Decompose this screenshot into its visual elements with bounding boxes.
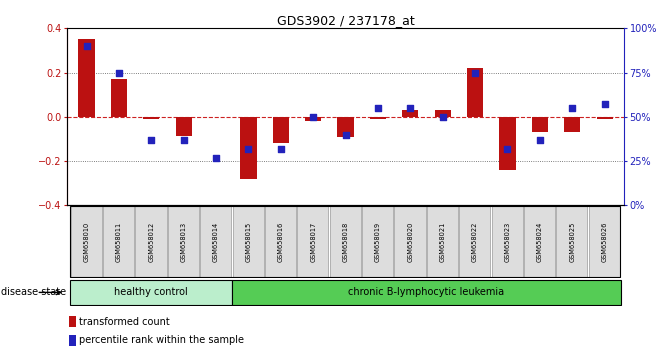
Point [178, 137, 189, 143]
Bar [111, 79, 127, 117]
Point [243, 146, 254, 152]
Bar [272, 117, 289, 143]
Text: GSM658012: GSM658012 [148, 222, 154, 262]
Point [535, 137, 546, 143]
Text: GSM658021: GSM658021 [440, 222, 446, 262]
Text: GSM658015: GSM658015 [246, 222, 252, 262]
Text: GSM658023: GSM658023 [505, 222, 511, 262]
Text: GSM658018: GSM658018 [343, 222, 348, 262]
Point [470, 70, 480, 75]
Point [372, 105, 383, 111]
Bar [240, 117, 256, 179]
Bar [597, 117, 613, 119]
Text: GSM658017: GSM658017 [310, 222, 316, 262]
Point [146, 137, 156, 143]
Bar [233, 206, 264, 277]
Bar [524, 206, 555, 277]
Bar [402, 110, 419, 117]
Text: disease state: disease state [1, 287, 66, 297]
Point [405, 105, 416, 111]
Point [81, 43, 92, 49]
Text: GSM658011: GSM658011 [116, 222, 122, 262]
Text: GSM658016: GSM658016 [278, 222, 284, 262]
Text: percentile rank within the sample: percentile rank within the sample [79, 335, 244, 346]
Text: healthy control: healthy control [115, 287, 188, 297]
Point [113, 70, 124, 75]
Bar [588, 206, 620, 277]
Bar [297, 206, 328, 277]
Text: GSM658026: GSM658026 [602, 221, 608, 262]
Bar [136, 206, 166, 277]
Point [275, 146, 286, 152]
Text: GSM658019: GSM658019 [375, 222, 381, 262]
Bar [68, 316, 76, 327]
Title: GDS3902 / 237178_at: GDS3902 / 237178_at [276, 14, 415, 27]
Bar [329, 206, 361, 277]
Point [502, 146, 513, 152]
Bar [168, 206, 199, 277]
Text: transformed count: transformed count [79, 316, 170, 327]
Text: chronic B-lymphocytic leukemia: chronic B-lymphocytic leukemia [348, 287, 505, 297]
Point [567, 105, 578, 111]
Bar [68, 335, 76, 346]
Bar [103, 206, 134, 277]
Point [437, 114, 448, 120]
Bar [305, 117, 321, 121]
Text: GSM658022: GSM658022 [472, 221, 478, 262]
Bar [200, 206, 231, 277]
Bar [232, 280, 621, 305]
Point [308, 114, 319, 120]
Bar [79, 39, 95, 117]
Bar [499, 117, 515, 170]
Bar [362, 206, 393, 277]
Bar [176, 117, 192, 136]
Bar [395, 206, 425, 277]
Bar [531, 117, 548, 132]
Text: GSM658010: GSM658010 [83, 222, 89, 262]
Text: GSM658020: GSM658020 [407, 221, 413, 262]
Bar [556, 206, 587, 277]
Bar [459, 206, 491, 277]
Bar [427, 206, 458, 277]
Bar [492, 206, 523, 277]
Bar [370, 117, 386, 119]
Text: GSM658025: GSM658025 [569, 221, 575, 262]
Bar [564, 117, 580, 132]
Bar [435, 110, 451, 117]
Point [211, 155, 221, 160]
Point [599, 102, 610, 107]
Bar [467, 68, 483, 117]
Bar [70, 206, 102, 277]
Text: GSM658024: GSM658024 [537, 221, 543, 262]
Text: GSM658014: GSM658014 [213, 222, 219, 262]
Bar [265, 206, 296, 277]
Bar [70, 280, 232, 305]
Bar [338, 117, 354, 137]
Point [340, 132, 351, 137]
Bar [143, 117, 160, 119]
Text: GSM658013: GSM658013 [180, 222, 187, 262]
